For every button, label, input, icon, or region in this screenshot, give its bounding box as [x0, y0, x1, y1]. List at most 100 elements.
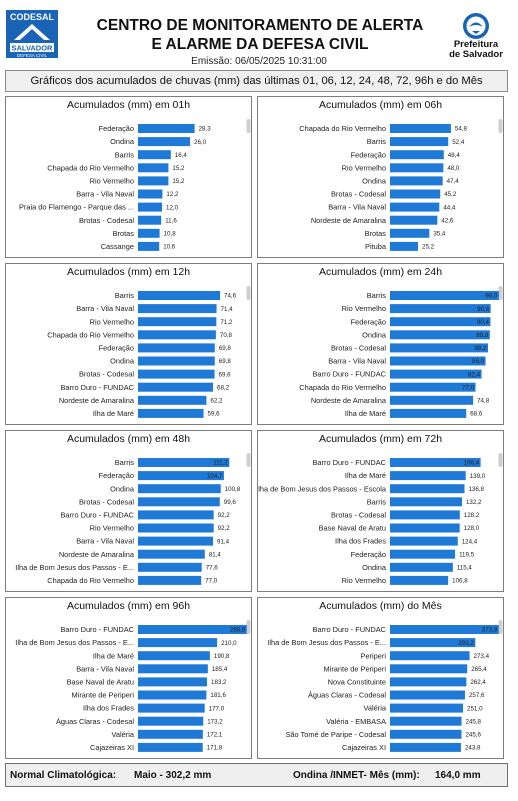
value-label: 92,2 [218, 525, 231, 532]
chart-svg: Barris 74,6 Barra - Vila Naval 71,4 Rio Verm… [47, 284, 251, 420]
scrollbar-track[interactable] [246, 618, 251, 754]
bar [390, 510, 460, 520]
value-label: 139,0 [470, 473, 486, 480]
category-label: Ilha de Maré [345, 409, 386, 418]
bar [138, 497, 220, 507]
scrollbar-thumb[interactable] [498, 286, 503, 300]
codesal-logo-sub: SALVADOR [12, 44, 54, 53]
bar [138, 228, 160, 238]
value-label: 77,0 [205, 578, 218, 585]
value-label: 71,4 [221, 306, 234, 313]
inmet-label: Ondina /INMET- Mês (mm): [293, 770, 420, 781]
codesal-logo-text: CODESAL [10, 12, 55, 22]
bar [390, 458, 481, 467]
scrollbar-thumb[interactable] [498, 620, 503, 634]
bar [390, 408, 467, 418]
scrollbar-track[interactable] [246, 117, 251, 253]
normal-climatologica-label: Normal Climatológica: [10, 770, 117, 781]
bar [138, 484, 221, 494]
category-label: Águas Claras - Codesal [56, 717, 134, 726]
value-label: 11,6 [165, 217, 177, 224]
category-label: Nordeste de Amaralina [311, 396, 387, 405]
bar [138, 291, 221, 300]
bar [390, 536, 458, 546]
bar [138, 330, 216, 340]
category-label: Barro Duro - FUNDAC [60, 383, 134, 392]
category-label: Rio Vermelho [90, 317, 134, 326]
value-label: 44,4 [443, 204, 456, 211]
value-label: 59,6 [208, 411, 221, 418]
scrollbar-track[interactable] [246, 284, 251, 420]
bar [390, 523, 460, 533]
scrollbar-track[interactable] [498, 117, 503, 253]
scrollbar-thumb[interactable] [498, 453, 503, 467]
chart-panel-month: Acumulados (mm) do Mês Barro Duro - FUND… [257, 597, 504, 759]
bar [138, 395, 207, 405]
value-label: 16,4 [175, 152, 188, 159]
category-label: Nordeste de Amaralina [311, 216, 387, 225]
scrollbar-thumb[interactable] [246, 620, 251, 634]
header: CODESAL SALVADOR DEFESA CIVIL CENTRO DE … [0, 0, 518, 68]
bar [390, 202, 440, 212]
page-title: CENTRO DE MONITORAMENTO DE ALERTA E ALAR… [70, 16, 450, 54]
bar [390, 382, 476, 392]
chart-svg: Barris 111,2 Federação 104,7 Ondina 100,8 Brot… [15, 451, 251, 587]
category-label: Brotas - Codesal [331, 511, 386, 520]
bar [138, 471, 224, 481]
category-label: Brotas - Codesal [79, 216, 134, 225]
category-label: Valéria - EMBASA [326, 717, 386, 726]
category-label: Pituba [365, 242, 387, 251]
chart-svg: Barro Duro - FUNDAC 288,8 Ilha de Bom Jesu… [15, 618, 251, 754]
value-label: 15,2 [172, 165, 185, 172]
value-label: 273,4 [474, 653, 490, 660]
value-label: 82,4 [468, 371, 481, 378]
inmet-value: 164,0 mm [435, 770, 481, 781]
category-label: Base Naval de Aratu [67, 678, 134, 687]
chart-title: Acumulados (mm) em 48h [66, 433, 191, 445]
category-label: Barro Duro - FUNDAC [60, 511, 134, 520]
chart-title: Acumulados (mm) do Mês [319, 600, 442, 612]
scrollbar-track[interactable] [498, 451, 503, 587]
category-label: Ilha de Bom Jesus dos Passos - E... [267, 638, 386, 647]
bar [390, 317, 491, 327]
bar [138, 137, 190, 147]
category-label: Praia do Flamengo - Parque das ... [19, 203, 134, 212]
category-label: Barris [115, 458, 135, 467]
value-label: 71,2 [220, 319, 233, 326]
category-label: Brotas [113, 229, 135, 238]
category-label: Brotas - Codesal [331, 190, 386, 199]
scrollbar-thumb[interactable] [246, 119, 251, 133]
bar [138, 575, 202, 585]
category-label: Chapada do Rio Vermelho [299, 383, 386, 392]
value-label: 111,2 [213, 460, 228, 467]
category-label: Cajazeiras XI [90, 743, 134, 752]
bar [138, 202, 162, 212]
chart-panel-12h: Acumulados (mm) em 12h Barris 74,6 Barra -… [5, 263, 252, 425]
bar [390, 330, 490, 340]
category-label: Barris [367, 497, 387, 506]
scrollbar-thumb[interactable] [498, 119, 503, 133]
value-label: 12,2 [166, 191, 179, 198]
category-label: Ilha de Bom Jesus dos Passos - E... [15, 563, 134, 572]
chart-title: Acumulados (mm) em 01h [66, 99, 191, 111]
value-label: 288,8 [230, 627, 246, 634]
category-label: Barro Duro - FUNDAC [312, 370, 386, 379]
scrollbar-track[interactable] [498, 284, 503, 420]
bar [138, 651, 210, 661]
bar [138, 356, 215, 366]
scrollbar-thumb[interactable] [246, 453, 251, 467]
bar [138, 189, 163, 199]
category-label: Valéria [364, 704, 387, 713]
value-label: 77,6 [206, 565, 219, 572]
scrollbar-track[interactable] [498, 618, 503, 754]
value-label: 262,4 [470, 679, 486, 686]
scrollbar-track[interactable] [246, 451, 251, 587]
prefeitura-logo [463, 13, 489, 39]
value-label: 185,4 [212, 666, 228, 673]
category-label: Barris [367, 137, 387, 146]
value-label: 12,0 [166, 204, 179, 211]
value-label: 115,4 [457, 565, 473, 572]
bar [390, 690, 465, 700]
value-label: 25,2 [422, 244, 435, 251]
scrollbar-thumb[interactable] [246, 286, 251, 300]
